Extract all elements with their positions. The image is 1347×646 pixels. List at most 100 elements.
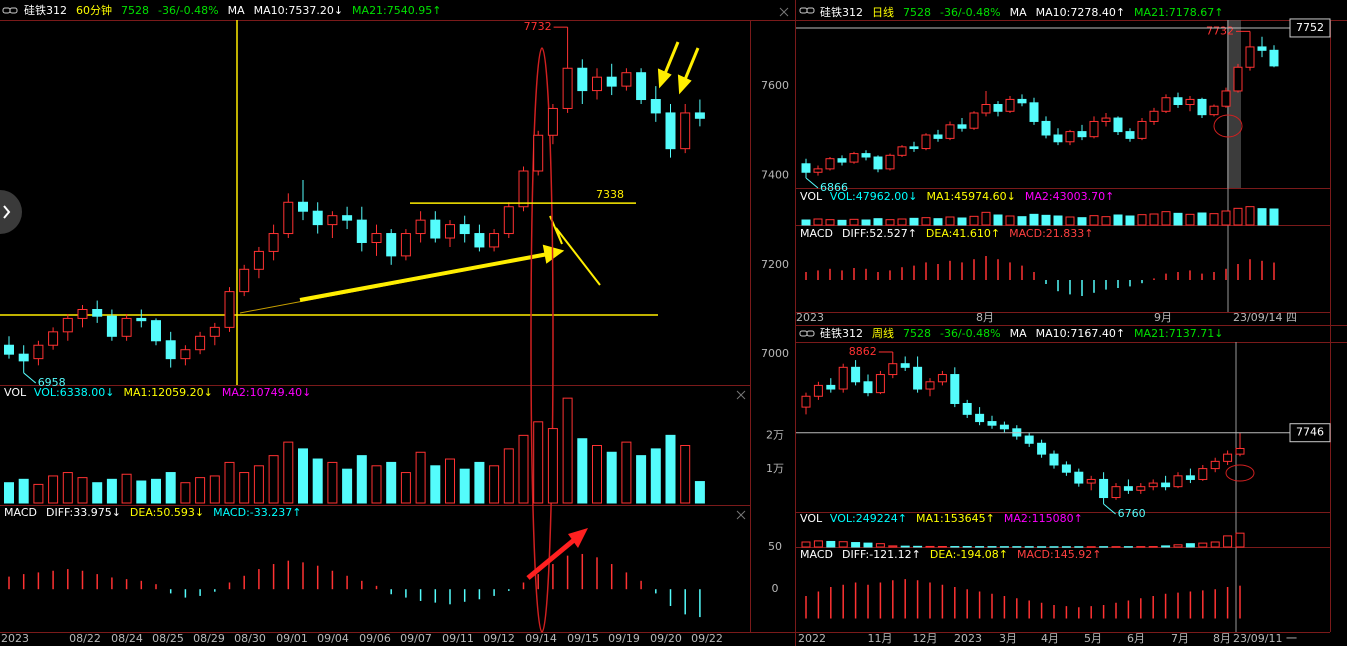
candle-body (1017, 98, 1027, 104)
candle-body (224, 291, 235, 328)
header-item: DIFF:52.527↑ (842, 227, 917, 240)
volume-bar (1209, 213, 1219, 226)
candle-body (445, 224, 455, 239)
header-item: MA (1010, 6, 1027, 19)
volume-bar (400, 472, 411, 504)
date-label: 2023 (796, 311, 824, 324)
volume-bar (801, 541, 811, 548)
volume-bar (606, 451, 617, 504)
vol-tick-label: 1万 (766, 462, 784, 475)
volume-bar (849, 218, 859, 226)
y-tick-label: 7600 (761, 79, 789, 92)
candle-body (121, 317, 132, 337)
header-item: MA (228, 4, 245, 17)
header-item: 7528 (903, 327, 931, 340)
candle-body (1173, 97, 1183, 106)
volume-bar (474, 461, 485, 504)
header: MACD DIFF:52.527↑ DEA:41.610↑ MACD:21.833↑ (800, 227, 1093, 240)
volume-bar (950, 546, 960, 548)
volume-bar (459, 468, 470, 504)
volume-bar (694, 481, 705, 504)
macd-tick-label: 50 (768, 540, 782, 553)
candle-body (342, 215, 353, 221)
date-label: 6月 (1127, 632, 1145, 645)
header-item: MA2:10749.40↓ (222, 386, 311, 399)
candle-body (577, 67, 588, 92)
volume-bar (136, 480, 147, 504)
candle-body (950, 374, 960, 404)
volume-bar (1123, 546, 1133, 548)
header-item: 7528 (121, 4, 149, 17)
header-item: MACD:-33.237↑ (213, 506, 301, 519)
volume-bar (680, 445, 691, 504)
volume-bar (837, 219, 847, 226)
low-label: 6866 (820, 181, 848, 194)
volume-bar (92, 482, 103, 504)
candle-body (371, 233, 382, 243)
highlight-ellipse (1213, 114, 1243, 138)
low-leader (805, 177, 819, 189)
candle-body (547, 107, 558, 136)
date-label: 8月 (1213, 632, 1231, 645)
header-item: MACD (4, 506, 37, 519)
candle-body (1235, 447, 1245, 455)
candle-body (1049, 453, 1059, 466)
candle-body (888, 363, 898, 376)
cursor-box (1289, 18, 1331, 38)
candle-body (801, 395, 811, 408)
volume-bar (1086, 546, 1096, 548)
volume-bar (962, 546, 972, 548)
volume-bar (1245, 206, 1255, 226)
header-item: DIFF:-121.12↑ (842, 548, 921, 561)
pager-button[interactable] (0, 190, 22, 234)
volume-bar (1017, 216, 1027, 226)
volume-bar (547, 428, 558, 504)
volume-bar (636, 455, 647, 504)
volume-bar (489, 465, 500, 504)
volume-bar (1235, 532, 1245, 548)
candle-body (106, 315, 117, 337)
volume-bar (1198, 542, 1208, 548)
volume-bar (253, 465, 264, 504)
y-tick-label: 7200 (761, 258, 789, 271)
volume-bar (1257, 208, 1267, 226)
candle-body (1077, 131, 1087, 138)
volume-bar (77, 477, 88, 504)
candle-body (826, 384, 836, 390)
candle-body (33, 344, 44, 360)
volume-bar (430, 465, 441, 504)
cursor-label: 7752 (1296, 21, 1324, 34)
header-item: DIFF:33.975↓ (46, 506, 121, 519)
volume-bar (826, 540, 836, 548)
volume-bar (518, 434, 529, 504)
candle-body (1089, 120, 1099, 138)
volume-bar (1173, 212, 1183, 226)
candle-body (837, 158, 847, 163)
header: 硅铁312 日线 7528 -36/-0.48% MA MA10:7278.40↑ MA21… (820, 5, 1223, 19)
header-item: MA10:7278.40↑ (1036, 6, 1125, 19)
volume-bar (1099, 546, 1109, 548)
red-arrowhead (568, 528, 588, 548)
volume-bar (415, 451, 426, 504)
close-icons[interactable] (736, 7, 789, 520)
volume-bar (1113, 214, 1123, 226)
header-item: -36/-0.48% (940, 327, 1001, 340)
volume-bar (239, 472, 250, 504)
date-label: 09/15 (567, 632, 599, 645)
volume-bar (900, 545, 910, 548)
candle-body (945, 124, 955, 139)
header-item: MA21:7178.67↑ (1134, 6, 1223, 19)
candle-body (680, 112, 691, 150)
header-item: MA21:7137.71↓ (1134, 327, 1223, 340)
date-label: 2022 (798, 632, 826, 645)
candle-body (1223, 453, 1233, 462)
date-label: 09/11 (442, 632, 474, 645)
volume-bar (650, 448, 661, 504)
volume-bar (1111, 546, 1121, 548)
volume-bar (1065, 216, 1075, 226)
date-label: 5月 (1084, 632, 1102, 645)
candle-body (1029, 102, 1039, 122)
